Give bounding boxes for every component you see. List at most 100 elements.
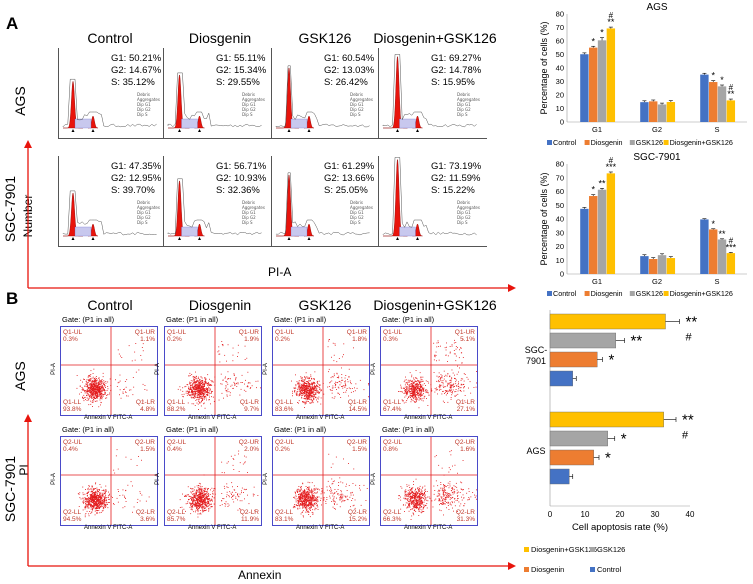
hist-ylabel: Number <box>272 190 273 206</box>
hist-legend-entry: Dip S <box>350 220 361 225</box>
significance-mark: # <box>682 430 689 442</box>
x-tick-label: 40 <box>686 510 695 519</box>
scatter-ylabel: PI-A <box>154 473 161 485</box>
quadrant-ur-value: 1.5% <box>140 446 155 453</box>
quadrant-ul-name: Q1-UL <box>275 329 295 336</box>
scatter-ylabel: PI-A <box>370 363 377 375</box>
g2-stat: G2: 15.34% <box>216 65 267 76</box>
peak-marker <box>178 129 181 132</box>
y-axis-label: Percentage of cells (%) <box>539 21 549 114</box>
quadrant-ll-value: 88.2% <box>167 406 186 413</box>
peak-marker <box>307 129 311 132</box>
s-stat: S: 25.05% <box>324 185 368 196</box>
s-phase-region <box>74 226 92 237</box>
quadrant-lr-value: 3.6% <box>140 516 155 523</box>
quadrant-ll-name: Q2-LL <box>275 509 294 516</box>
category-label: SGC-7901 <box>525 345 548 366</box>
s-phase-region <box>181 226 198 237</box>
quadrant-ur-value: 1.9% <box>244 336 259 343</box>
hist-legend-entry: Debris <box>137 200 150 205</box>
significance-mark: ** <box>599 178 607 188</box>
y-tick-label: 60 <box>556 187 564 196</box>
g1-stat: G1: 60.54% <box>324 53 375 64</box>
quadrant-ur-name: Q2-UR <box>454 439 475 446</box>
histogram-plot: G1: 60.54% G2: 13.03% S: 26.42% Debris Aggre… <box>271 48 380 139</box>
hist-legend-entry: Dip S <box>242 220 253 225</box>
quadrant-ul-value: 0.3% <box>383 336 398 343</box>
hist-ylabel: Number <box>164 190 165 206</box>
legend-swatch <box>584 291 590 296</box>
hist-legend-entry: Dip G2 <box>457 107 471 112</box>
bar <box>549 449 594 466</box>
legend-label: GSK126 <box>636 138 663 147</box>
quadrant-ul-value: 0.4% <box>63 446 78 453</box>
cc-row-sgc: SGC-7901 <box>2 175 18 243</box>
bar <box>657 255 667 274</box>
ap-col-combo: Diosgenin+GSK126 <box>373 297 497 313</box>
g2-stat: G2: 12.95% <box>111 173 162 184</box>
gate-label: Gate: (P1 in all) <box>274 425 327 434</box>
hist-legend-entry: Aggregates <box>350 205 373 210</box>
significance-mark: * <box>600 28 604 38</box>
quadrant-ur-name: Q2-UR <box>238 439 259 446</box>
s-stat: S: 15.22% <box>431 185 475 196</box>
peak-marker <box>416 129 419 132</box>
g1-stat: G1: 61.29% <box>324 161 375 172</box>
ap-red-axis <box>24 414 516 570</box>
histogram-plot: G1: 73.19% G2: 11.59% S: 15.22% Debris Aggre… <box>378 156 487 247</box>
fit-line <box>275 172 370 236</box>
x-tick-label: 10 <box>581 510 590 519</box>
s-stat: S: 39.70% <box>111 185 155 196</box>
fit-line <box>167 72 262 128</box>
x-tick-label: G1 <box>592 125 602 134</box>
quadrant-lr-name: Q1-LR <box>239 399 259 406</box>
x-tick-label: G2 <box>652 277 662 286</box>
g1-stat: G1: 55.11% <box>216 53 266 64</box>
scatter-dots <box>273 327 369 415</box>
gate-label: Gate: (P1 in all) <box>166 425 219 434</box>
s-phase-region <box>181 118 198 129</box>
chart-sgc-cell-cycle: SGC-7901 0 10 20 30 40 50 60 70 80 Percentage of c… <box>539 152 747 298</box>
quadrant-ul-name: Q1-UL <box>167 329 187 336</box>
bar <box>649 101 658 122</box>
scatter-plot: Q1-UL 0.2% Q1-UR 1.9% Q1-LL 88.2% Q1-LR 9.7% <box>164 326 262 416</box>
g2-stat: G2: 13.66% <box>324 173 375 184</box>
bar <box>657 104 667 122</box>
scatter-plot: Q1-UL 0.2% Q1-UR 1.8% Q1-LL 83.6% Q1-LR 14.5% <box>272 326 370 416</box>
bar <box>589 47 598 122</box>
quadrant-ur-value: 1.1% <box>140 336 155 343</box>
legend-swatch <box>663 291 669 296</box>
scatter-plot: Q1-UL 0.3% Q1-UR 1.1% Q1-LL 93.8% Q1-LR 4.8% <box>60 326 158 416</box>
hist-legend-entry: Debris <box>457 92 470 97</box>
s-stat: S: 26.42% <box>324 77 368 88</box>
chart-ags-cell-cycle: AGS 0 10 20 30 40 50 60 70 80 Percentage of cells … <box>539 2 747 147</box>
hist-legend-entry: Dip G1 <box>350 102 364 107</box>
quadrant-ur-name: Q2-UR <box>134 439 155 446</box>
quadrant-ur-name: Q1-UR <box>454 329 475 336</box>
histogram-curve <box>382 54 477 132</box>
g1-stat: G1: 56.71% <box>216 161 267 172</box>
fit-line <box>275 65 370 128</box>
significance-mark: * <box>591 185 595 195</box>
hist-legend-entry: Dip G2 <box>350 107 364 112</box>
cc-col-control: Control <box>87 30 133 46</box>
quadrant-ur-value: 1.6% <box>460 446 475 453</box>
bar <box>717 86 727 122</box>
hist-legend-entry: Dip G1 <box>457 210 471 215</box>
bar <box>589 196 598 274</box>
scatter-dots <box>165 327 261 415</box>
legend-swatch <box>584 140 590 145</box>
y-tick-label: 10 <box>556 104 564 113</box>
hist-legend-entry: Dip S <box>457 220 468 225</box>
significance-mark: *** <box>606 162 617 172</box>
scatter-ylabel: PI-A <box>370 473 377 485</box>
g2-stat: G2: 14.78% <box>431 65 482 76</box>
bar <box>606 28 616 122</box>
g1-stat: G1: 73.19% <box>431 161 482 172</box>
histogram-curve <box>167 72 262 132</box>
quadrant-ur-name: Q1-UR <box>134 329 155 336</box>
chart-apoptosis-rate: 0 10 20 30 40 Cell apoptosis rate (%) SGC-7901… <box>524 310 697 574</box>
y-tick-label: 80 <box>556 160 564 169</box>
significance-mark: # <box>686 332 693 344</box>
peak-marker <box>71 237 75 240</box>
